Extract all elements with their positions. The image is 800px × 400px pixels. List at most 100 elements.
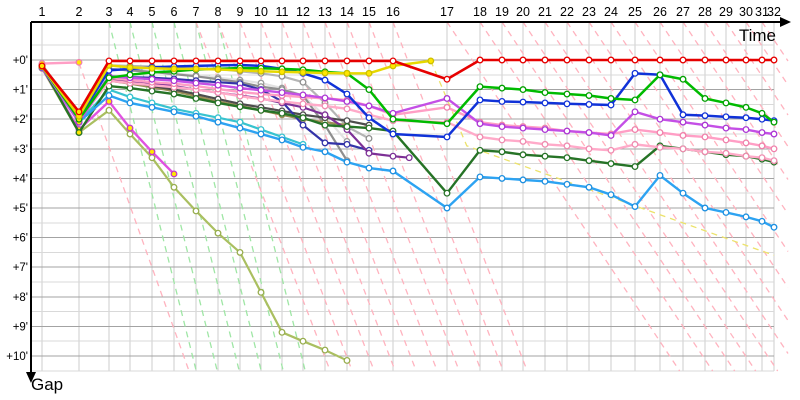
rider-blue-marker <box>321 76 329 84</box>
x-tick-label: 9 <box>237 5 244 19</box>
rider-cyan-marker <box>236 118 244 126</box>
time-axis-label: Time <box>738 26 776 45</box>
rider-light-blue-marker <box>701 204 709 212</box>
rider-green-marker <box>519 86 527 94</box>
rider-pink-2-marker <box>321 102 329 110</box>
rider-light-blue-line <box>41 66 775 229</box>
rider-red-marker <box>656 56 664 64</box>
y-tick-label: +10' <box>6 351 28 363</box>
rider-blue-marker <box>631 69 639 77</box>
rider-green-marker <box>770 118 778 126</box>
x-tick-label: 16 <box>386 5 400 19</box>
x-tick-label: 7 <box>193 5 200 19</box>
rider-red-marker <box>679 56 687 64</box>
rider-light-blue-marker <box>148 103 156 111</box>
rider-magenta-marker <box>299 91 307 99</box>
rider-magenta-marker <box>742 126 750 134</box>
rider-light-blue-marker <box>343 158 351 166</box>
rider-magenta-marker <box>607 132 615 139</box>
time-axis-arrow-icon <box>780 17 791 27</box>
rider-green-line <box>40 65 775 125</box>
dropped-rider-guide <box>761 21 789 62</box>
rider-purple-marker <box>389 152 397 160</box>
rider-red-marker <box>75 108 83 116</box>
rider-pink-1-marker <box>770 145 778 153</box>
x-tick-label: 8 <box>215 5 222 19</box>
x-tick-label: 6 <box>171 5 178 19</box>
rider-olive-green-marker <box>126 130 134 138</box>
rider-blue-marker <box>722 113 730 121</box>
dropped-rider-guide <box>745 21 789 86</box>
rider-dark-green-marker <box>214 99 222 107</box>
gap-axis-label: Gap <box>31 375 64 394</box>
rider-pink-2-marker <box>563 142 571 150</box>
rider-blue-marker <box>563 100 571 108</box>
rider-light-blue-marker <box>214 118 222 126</box>
rider-olive-green-marker <box>278 328 286 336</box>
rider-red-marker <box>126 57 134 65</box>
rider-magenta-marker <box>170 77 178 85</box>
rider-yellow-marker <box>278 68 286 76</box>
rider-purple-marker <box>321 111 329 119</box>
x-tick-label: 2 <box>76 5 83 19</box>
rider-green-marker <box>126 71 134 79</box>
rider-red-marker <box>299 57 307 65</box>
y-tick-label: +7' <box>13 262 28 274</box>
rider-red-marker <box>476 56 484 64</box>
rider-pink-2-marker <box>519 137 527 145</box>
y-tick-label: +4' <box>13 173 28 185</box>
dropped-rider-guide <box>195 21 284 372</box>
rider-magenta-marker <box>563 127 571 135</box>
rider-magenta-marker <box>257 86 265 94</box>
series-rider-green <box>38 63 778 128</box>
rider-pink-1-marker <box>679 132 687 139</box>
rider-red-marker <box>758 56 766 64</box>
rider-red-marker <box>192 57 200 65</box>
rider-pink-leader-marker <box>75 58 83 66</box>
rider-magenta-marker <box>519 124 527 132</box>
rider-red-marker <box>770 56 778 64</box>
rider-green-marker <box>541 89 549 97</box>
x-tick-label: 32 <box>767 5 781 19</box>
rider-magenta-marker <box>679 118 687 126</box>
rider-light-blue-marker <box>321 148 329 156</box>
rider-red-marker <box>519 56 527 64</box>
rider-red-marker <box>343 57 351 65</box>
rider-red-marker <box>541 56 549 64</box>
x-tick-label: 10 <box>254 5 268 19</box>
y-tick-label: +9' <box>13 321 28 333</box>
rider-red-marker <box>722 56 730 64</box>
rider-light-blue-marker <box>236 124 244 132</box>
y-tick-labels: +0' +1' +2' +3' +4' +5' +6' +7' +8' +9' +10' <box>6 55 28 363</box>
rider-green-marker <box>742 103 750 111</box>
rider-pink-2-marker <box>607 146 615 154</box>
rider-pink-2-marker <box>679 145 687 153</box>
rider-olive-green-marker <box>236 248 244 256</box>
dropped-rider-guide <box>588 21 789 321</box>
rider-red-marker <box>631 56 639 64</box>
rider-light-blue-marker <box>192 112 200 120</box>
rider-red-marker <box>563 56 571 64</box>
rider-magenta-marker <box>541 126 549 134</box>
rider-magenta-marker <box>278 89 286 97</box>
rider-olive-green-marker <box>192 207 200 215</box>
rider-green-marker <box>722 99 730 107</box>
rider-olive-green-marker <box>299 337 307 345</box>
rider-pink-leader-line <box>41 61 80 65</box>
rider-magenta-line <box>41 66 775 137</box>
rider-light-blue-marker <box>278 136 286 144</box>
rider-red-marker <box>148 57 156 65</box>
y-tick-label: +6' <box>13 233 28 245</box>
rider-light-blue-marker <box>498 174 506 182</box>
y-tick-label: +8' <box>13 292 28 304</box>
rider-green-marker <box>758 109 766 117</box>
rider-light-blue-marker <box>563 180 571 188</box>
rider-red-marker <box>443 75 451 83</box>
x-tick-label: 27 <box>676 5 690 19</box>
rider-light-blue-marker <box>126 99 134 107</box>
x-tick-label: 5 <box>149 5 156 19</box>
x-tick-label: 19 <box>495 5 509 19</box>
rider-green-marker <box>701 95 709 102</box>
